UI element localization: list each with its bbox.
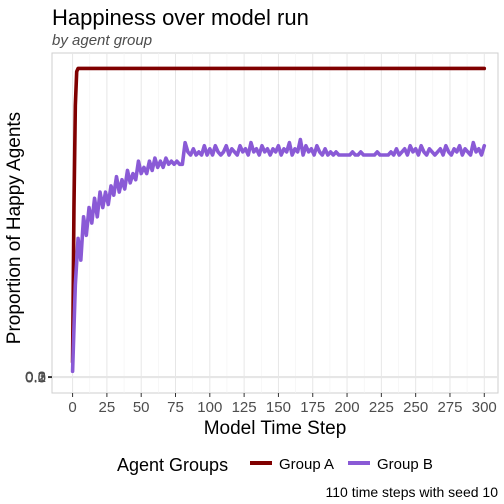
x-tick-label: 25 (99, 399, 116, 416)
y-axis-title: Proportion of Happy Agents (4, 112, 25, 344)
x-tick-label: 225 (369, 399, 394, 416)
x-tick-label: 300 (472, 399, 497, 416)
series-layer (70, 66, 487, 374)
x-tick-label: 100 (197, 399, 222, 416)
legend-label-group-a: Group A (279, 456, 334, 473)
x-tick-label: 175 (300, 399, 325, 416)
chart-caption: 110 time steps with seed 10 (325, 484, 498, 500)
y-tick-label: 0.1 (25, 369, 46, 386)
series-line-group-b (70, 137, 487, 374)
x-tick-label: 200 (335, 399, 360, 416)
legend-title: Agent Groups (117, 455, 228, 475)
x-tick-label: 50 (133, 399, 150, 416)
y-axis-ticks: 0.00.10.20.3 (25, 369, 52, 387)
y-tick-label: 0.3 (25, 369, 46, 386)
x-axis-ticks: 0 25 50 75 100 125 150 175 200 225 250 275 300 (68, 393, 497, 416)
plot-panel (51, 52, 499, 394)
x-tick-label: 0 (68, 399, 76, 416)
chart-title: Happiness over model run (52, 5, 309, 30)
y-tick-label: 0.2 (25, 369, 46, 386)
chart-subtitle: by agent group (52, 32, 152, 49)
x-tick-label: 250 (403, 399, 428, 416)
series-line-group-a (70, 66, 487, 364)
legend: Agent Groups Group A Group B (117, 455, 433, 475)
x-tick-label: 150 (266, 399, 291, 416)
legend-label-group-b: Group B (377, 456, 433, 473)
x-tick-label: 275 (437, 399, 462, 416)
y-tick-label: 0.0 (25, 370, 46, 387)
x-tick-label: 75 (167, 399, 184, 416)
x-tick-label: 125 (232, 399, 257, 416)
x-axis-title: Model Time Step (204, 418, 347, 439)
